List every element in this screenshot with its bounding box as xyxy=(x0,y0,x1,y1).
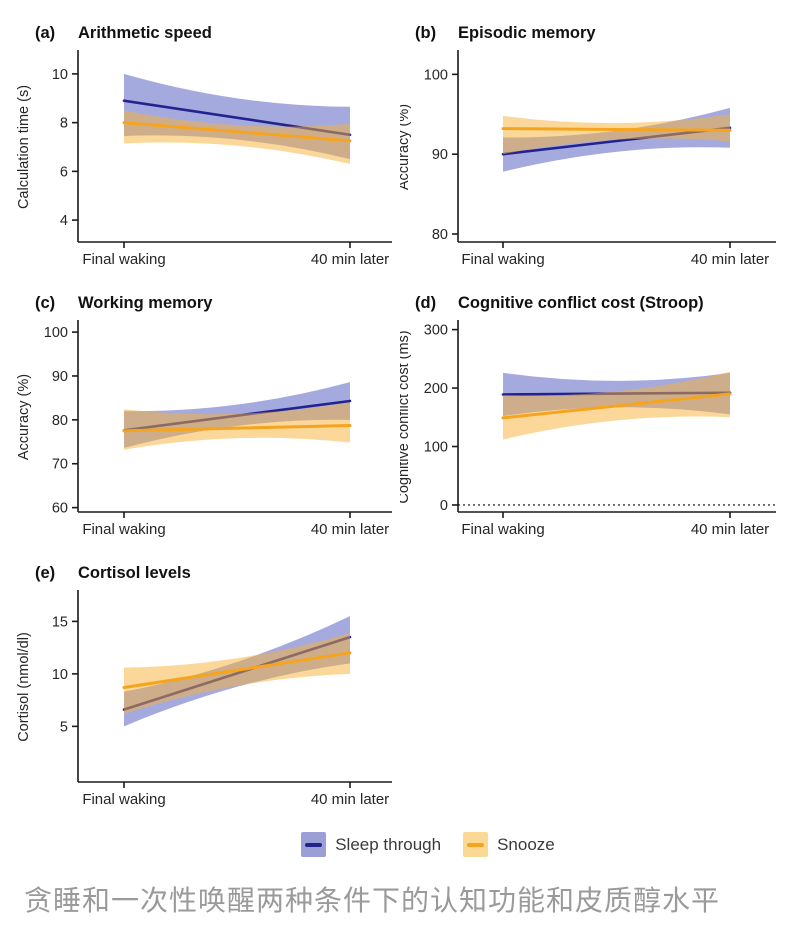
panel-e-chart: (e) Cortisol levels 5 10 15 Final waking 40 mi… xyxy=(16,564,392,808)
legend: Sleep through Snooze xyxy=(28,832,800,857)
y-tick-label: 8 xyxy=(60,116,68,132)
y-tick-label: 5 xyxy=(60,719,68,735)
x-tick-label: 40 min later xyxy=(311,791,389,808)
trend-line-snooze xyxy=(122,424,352,433)
x-tick-label: 40 min later xyxy=(311,521,389,538)
y-tick-label: 15 xyxy=(52,614,68,630)
x-tick-label: 40 min later xyxy=(691,521,769,538)
legend-item-snooze: Snooze xyxy=(463,832,555,857)
panel-b-chart: (b) Episodic memory 80 90 100 Final waking 40 … xyxy=(396,24,776,268)
panel-c-chart: (c) Working memory 60 70 80 90 100 Final waking… xyxy=(16,294,392,538)
y-tick-label: 90 xyxy=(52,369,68,385)
y-tick-label: 4 xyxy=(60,213,68,229)
y-tick-label: 200 xyxy=(424,381,448,397)
sleep-through-line-icon xyxy=(305,842,323,847)
ci-band-snooze xyxy=(124,402,350,450)
figure-panels-grid: (a) Arithmetic speed 4 6 8 10 Final waking 40 m… xyxy=(0,12,800,822)
ci-band-snooze xyxy=(124,110,350,165)
panel-d: (d) Cognitive conflict cost (Stroop) 0 100 2… xyxy=(396,282,800,552)
figure-caption: 贪睡和一次性唤醒两种条件下的认知功能和皮质醇水平 xyxy=(24,885,721,916)
ci-band-snooze xyxy=(124,632,350,714)
trend-line-snooze xyxy=(501,392,732,420)
panel-letter: (e) xyxy=(35,564,55,582)
panel-title: Episodic memory xyxy=(458,24,596,42)
panel-title: Arithmetic speed xyxy=(78,24,212,42)
y-tick-label: 300 xyxy=(424,323,448,339)
legend-label-snooze: Snooze xyxy=(497,834,555,854)
sleep-through-band-swatch-icon xyxy=(301,832,327,857)
y-tick-label: 10 xyxy=(52,67,68,83)
x-tick-label: 40 min later xyxy=(311,251,389,268)
panel-letter: (b) xyxy=(415,24,436,42)
panel-letter: (d) xyxy=(415,294,436,312)
panel-a: (a) Arithmetic speed 4 6 8 10 Final waking 40 m… xyxy=(0,12,400,282)
trend-line-snooze xyxy=(122,651,352,690)
panel-title: Cognitive conflict cost (Stroop) xyxy=(458,294,704,312)
panel-b: (b) Episodic memory 80 90 100 Final waking 40 … xyxy=(396,12,800,282)
panel-d-chart: (d) Cognitive conflict cost (Stroop) 0 100 2… xyxy=(396,294,776,538)
panel-title: Working memory xyxy=(78,294,213,312)
y-tick-label: 100 xyxy=(424,440,448,456)
trend-line-snooze xyxy=(501,127,732,132)
panel-letter: (a) xyxy=(35,24,55,42)
x-tick-label: Final waking xyxy=(82,521,165,538)
snooze-band-swatch-icon xyxy=(463,832,489,857)
y-axis-title: Cognitive conflict cost (ms) xyxy=(400,330,412,503)
empty-grid-cell xyxy=(400,552,800,822)
y-tick-label: 60 xyxy=(52,501,68,517)
y-axis-title: Accuracy (%) xyxy=(16,374,32,460)
y-tick-label: 6 xyxy=(60,164,68,180)
legend-label-sleep-through: Sleep through xyxy=(335,834,442,854)
trend-line-snooze xyxy=(122,121,352,143)
y-tick-label: 80 xyxy=(52,413,68,429)
y-axis-title: Cortisol (nmol/dl) xyxy=(16,632,32,742)
x-tick-label: Final waking xyxy=(82,251,165,268)
x-tick-label: 40 min later xyxy=(691,251,769,268)
snooze-line-icon xyxy=(467,842,485,847)
y-tick-label: 80 xyxy=(432,227,448,243)
panel-e: (e) Cortisol levels 5 10 15 Final waking 40 mi… xyxy=(0,552,400,822)
y-axis-title: Calculation time (s) xyxy=(16,85,32,209)
y-tick-label: 0 xyxy=(440,498,448,514)
panel-title: Cortisol levels xyxy=(78,564,191,582)
legend-item-sleep-through: Sleep through xyxy=(301,832,441,857)
ci-band-snooze xyxy=(503,114,730,155)
y-axis-title: Accuracy (%) xyxy=(400,104,412,190)
y-tick-label: 100 xyxy=(44,325,68,341)
y-tick-label: 100 xyxy=(424,67,448,83)
panel-letter: (c) xyxy=(35,294,55,312)
y-tick-label: 90 xyxy=(432,147,448,163)
x-tick-label: Final waking xyxy=(461,251,544,268)
x-tick-label: Final waking xyxy=(461,521,544,538)
y-tick-label: 70 xyxy=(52,457,68,473)
x-tick-label: Final waking xyxy=(82,791,165,808)
panel-a-chart: (a) Arithmetic speed 4 6 8 10 Final waking 40 m… xyxy=(16,24,392,268)
y-tick-label: 10 xyxy=(52,667,68,683)
panel-c: (c) Working memory 60 70 80 90 100 Final waking… xyxy=(0,282,400,552)
